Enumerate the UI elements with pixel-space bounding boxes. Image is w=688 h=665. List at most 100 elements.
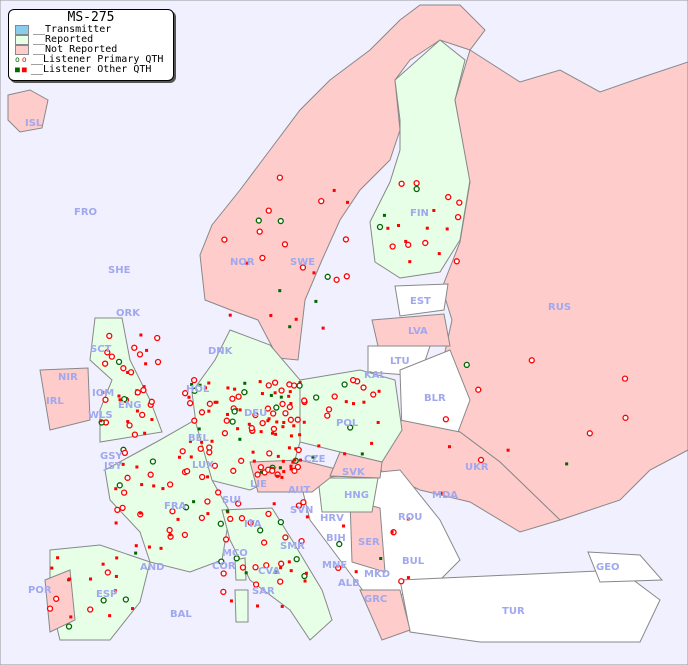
listener-primary-marker — [154, 334, 161, 342]
listener-primary-marker — [271, 379, 279, 386]
listener-primary-marker — [229, 418, 236, 425]
listener-primary-marker — [343, 273, 350, 280]
listener-primary-marker — [104, 569, 111, 576]
listener-primary-marker — [278, 387, 285, 394]
listener-other-marker — [343, 452, 347, 456]
listener-primary-marker — [154, 358, 162, 366]
legend-reported: __Reported — [9, 35, 173, 45]
country-label-jsy: JSY — [103, 461, 123, 472]
country-lva — [371, 313, 451, 347]
listener-other-marker — [177, 455, 181, 459]
listener-other-marker — [314, 299, 318, 303]
country-label-hng: HNG — [344, 490, 369, 501]
listener-other-marker — [145, 348, 149, 352]
listener-other-marker — [292, 424, 296, 428]
listener-other-marker — [188, 439, 192, 443]
listener-other-marker — [311, 455, 315, 459]
listener-other-marker — [56, 556, 60, 560]
listener-primary-marker — [87, 606, 94, 613]
listener-primary-marker — [252, 581, 260, 588]
listener-other-marker — [68, 577, 72, 581]
listener-other-marker — [370, 441, 374, 445]
swatch-transmitter — [15, 25, 29, 35]
listener-primary-marker — [286, 403, 293, 411]
listener-other-marker — [147, 545, 151, 549]
country-label-eng: ENG — [118, 400, 141, 411]
listener-primary-marker — [279, 400, 286, 408]
listener-other-marker — [273, 391, 277, 395]
listener-other-marker — [139, 333, 143, 337]
listener-primary-marker — [298, 538, 305, 545]
listener-primary-marker — [108, 353, 116, 360]
listener-other-marker — [142, 385, 146, 389]
listener-primary-marker — [252, 564, 259, 571]
listener-primary-marker — [277, 578, 284, 585]
listener-other-marker — [274, 570, 278, 574]
listener-other-marker — [362, 400, 366, 404]
listener-other-marker — [245, 261, 249, 265]
listener-primary-marker — [121, 395, 128, 403]
country-label-mco: MCO — [222, 548, 248, 559]
listener-other-marker — [118, 398, 122, 402]
listener-other-marker — [267, 417, 271, 421]
legend-transmitter: __Transmitter — [9, 25, 173, 35]
country-label-cze: CZE — [304, 454, 326, 465]
listener-other-marker — [187, 395, 191, 399]
listener-other-marker — [275, 474, 279, 478]
listener-other-marker — [386, 226, 390, 230]
listener-other-marker — [203, 386, 207, 390]
listener-other-marker — [251, 450, 255, 454]
country-label-cva: CVA — [258, 566, 280, 577]
listener-other-marker — [298, 433, 302, 437]
listener-primary-marker — [342, 236, 350, 243]
listener-primary-marker — [199, 473, 206, 481]
listener-other-marker — [260, 392, 264, 396]
legend-other-qth: ■ ■ __Listener Other QTH — [9, 65, 173, 75]
listener-other-marker — [114, 574, 118, 578]
listener-primary-marker — [229, 395, 236, 402]
listener-other-marker — [269, 314, 273, 318]
country-label-svn: SVN — [290, 505, 313, 516]
listener-primary-marker — [119, 504, 126, 511]
listener-other-marker — [236, 427, 240, 431]
listener-other-marker — [360, 452, 364, 456]
listener-primary-marker — [269, 467, 276, 474]
listener-other-marker — [243, 381, 247, 385]
listener-primary-marker — [463, 361, 470, 369]
listener-other-marker — [321, 326, 325, 330]
listener-other-marker — [207, 381, 211, 385]
listener-other-marker — [289, 467, 293, 471]
listener-other-marker — [215, 400, 219, 404]
listener-other-marker — [50, 566, 54, 570]
square-marker-icon: ■ ■ — [15, 65, 27, 74]
listener-other-marker — [117, 394, 121, 398]
listener-primary-marker — [453, 258, 460, 265]
listener-other-marker — [259, 470, 263, 474]
country-label-bih: BIH — [326, 533, 346, 544]
country-label-cor: COR — [212, 561, 236, 572]
listener-primary-marker — [475, 386, 482, 393]
listener-primary-marker — [120, 365, 127, 372]
listener-primary-marker — [294, 416, 301, 423]
country-label-pol: POL — [336, 418, 359, 429]
country-label-hrv: HRV — [320, 513, 344, 524]
legend-not-reported: __Not Reported — [9, 45, 173, 55]
listener-primary-marker — [336, 540, 343, 548]
country-geo — [587, 551, 664, 583]
listener-primary-marker — [100, 597, 107, 604]
listener-primary-marker — [218, 558, 225, 565]
listener-primary-marker — [347, 424, 354, 431]
listener-primary-marker — [255, 217, 262, 224]
country-label-smr: SMR — [280, 541, 305, 552]
listener-other-marker — [256, 604, 260, 608]
country-por — [44, 569, 76, 633]
listener-primary-marker — [273, 404, 280, 411]
country-label-bul: BUL — [402, 556, 425, 567]
listener-other-marker — [289, 434, 293, 438]
listener-primary-marker — [222, 536, 230, 543]
listener-other-marker — [247, 422, 251, 426]
listener-other-marker — [138, 511, 142, 515]
listener-other-marker — [213, 400, 217, 404]
listener-primary-marker — [293, 556, 300, 563]
country-label-ork: ORK — [116, 308, 141, 319]
